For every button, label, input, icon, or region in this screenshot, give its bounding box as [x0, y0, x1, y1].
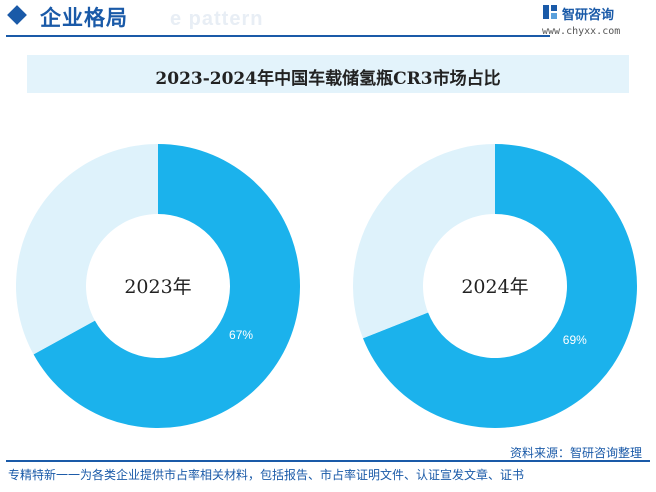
slice-value-label: 67%: [229, 328, 253, 342]
logo-name: 智研咨询: [562, 8, 615, 23]
slice-value-label: 69%: [563, 333, 587, 347]
chart-title-bar: 2023-2024年中国车载储氢瓶CR3市场占比: [27, 55, 629, 93]
donut-chart-2: 69% 2024年: [353, 144, 637, 429]
logo-mark-icon: [543, 5, 557, 19]
donut-chart-1: 67% 2023年: [15, 143, 300, 428]
donut-center-label: 2024年: [461, 276, 528, 298]
section-header: 企业格局 e pattern: [0, 0, 656, 37]
section-title: 企业格局: [40, 6, 128, 30]
footer-divider: [6, 460, 650, 462]
donut-center-label: 2023年: [124, 276, 191, 298]
section-title-watermark: e pattern: [170, 8, 264, 30]
footer-note: 专精特新一一为各类企业提供市占率相关材料，包括报告、市占率证明文件、认证宣发文章…: [8, 468, 525, 482]
donut-slice-2-1: [362, 144, 637, 429]
donut-slice-2-2: [353, 144, 495, 339]
logo-url: www.chyxx.com: [542, 26, 621, 37]
donut-slice-1-2: [15, 143, 158, 355]
chart-title: 2023-2024年中国车载储氢瓶CR3市场占比: [155, 69, 501, 89]
donut-slice-1-1: [33, 144, 300, 428]
header-divider: [6, 35, 550, 37]
source-note: 资料来源：智研咨询整理: [509, 446, 642, 460]
brand-logo: 智研咨询 www.chyxx.com: [542, 4, 642, 40]
